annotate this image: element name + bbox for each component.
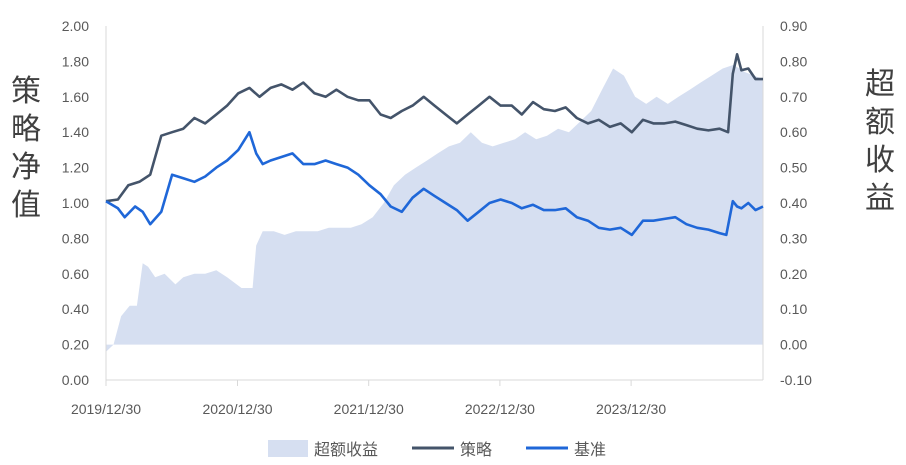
x-tick-label: 2019/12/30 bbox=[71, 401, 141, 417]
x-tick-label: 2022/12/30 bbox=[465, 401, 535, 417]
left-y-tick-label: 0.40 bbox=[62, 301, 89, 317]
right-y-tick-label: -0.10 bbox=[780, 372, 812, 388]
left-y-tick-label: 2.00 bbox=[62, 18, 89, 34]
x-tick-labels: 2019/12/30 2020/12/30 2021/12/30 2022/12/30… bbox=[71, 401, 666, 417]
left-y-tick-label: 1.20 bbox=[62, 160, 89, 176]
left-axis-title-char: 略 bbox=[11, 112, 41, 147]
right-axis-title: 超额收益 bbox=[865, 67, 895, 216]
x-tick-marks bbox=[105, 380, 632, 386]
line-layer bbox=[105, 53, 764, 237]
benchmark-line bbox=[105, 130, 764, 237]
right-y-tick-label: 0.30 bbox=[780, 230, 807, 246]
left-y-tick-labels: 2.00 1.80 1.60 1.40 1.20 1.00 0.80 0.60 0.40 0.20… bbox=[62, 18, 89, 388]
legend: 超额收益 策略 基准 bbox=[268, 440, 606, 459]
right-y-tick-label: 0.00 bbox=[780, 337, 807, 353]
left-y-tick-label: 0.00 bbox=[62, 372, 89, 388]
x-tick-label: 2021/12/30 bbox=[334, 401, 404, 417]
x-tick-label: 2023/12/30 bbox=[596, 401, 666, 417]
right-y-tick-label: 0.50 bbox=[780, 160, 807, 176]
left-y-tick-label: 0.60 bbox=[62, 266, 89, 282]
axes bbox=[105, 26, 764, 381]
right-axis-title-char: 超 bbox=[865, 67, 895, 102]
legend-label-strategy: 策略 bbox=[460, 440, 492, 459]
legend-swatch-excess-return bbox=[268, 440, 308, 457]
legend-label-benchmark: 基准 bbox=[574, 440, 606, 459]
right-y-tick-label: 0.60 bbox=[780, 124, 807, 140]
left-y-tick-label: 1.60 bbox=[62, 89, 89, 105]
right-axis-title-char: 益 bbox=[865, 181, 895, 216]
right-y-tick-label: 0.70 bbox=[780, 89, 807, 105]
left-axis-title-char: 策 bbox=[11, 74, 41, 109]
right-y-tick-label: 0.20 bbox=[780, 266, 807, 282]
left-y-tick-label: 0.80 bbox=[62, 230, 89, 246]
right-y-tick-label: 0.80 bbox=[780, 53, 807, 69]
left-y-tick-label: 1.80 bbox=[62, 53, 89, 69]
right-axis-title-char: 收 bbox=[865, 143, 895, 178]
strategy-line bbox=[105, 53, 763, 203]
left-y-tick-label: 1.00 bbox=[62, 195, 89, 211]
excess-return-area bbox=[106, 64, 763, 352]
right-y-tick-label: 0.10 bbox=[780, 301, 807, 317]
left-axis-title-char: 值 bbox=[11, 188, 41, 223]
right-y-tick-labels: 0.90 0.80 0.70 0.60 0.50 0.40 0.30 0.20 0.10 0.00… bbox=[780, 18, 812, 388]
excess-return-area-layer bbox=[106, 64, 763, 352]
left-axis-title-char: 净 bbox=[11, 150, 41, 185]
right-axis-title-char: 额 bbox=[865, 105, 895, 140]
left-y-tick-label: 0.20 bbox=[62, 337, 89, 353]
right-y-tick-label: 0.40 bbox=[780, 195, 807, 211]
right-y-tick-label: 0.90 bbox=[780, 18, 807, 34]
left-y-tick-label: 1.40 bbox=[62, 124, 89, 140]
legend-label-excess-return: 超额收益 bbox=[314, 440, 378, 459]
x-tick-label: 2020/12/30 bbox=[202, 401, 272, 417]
